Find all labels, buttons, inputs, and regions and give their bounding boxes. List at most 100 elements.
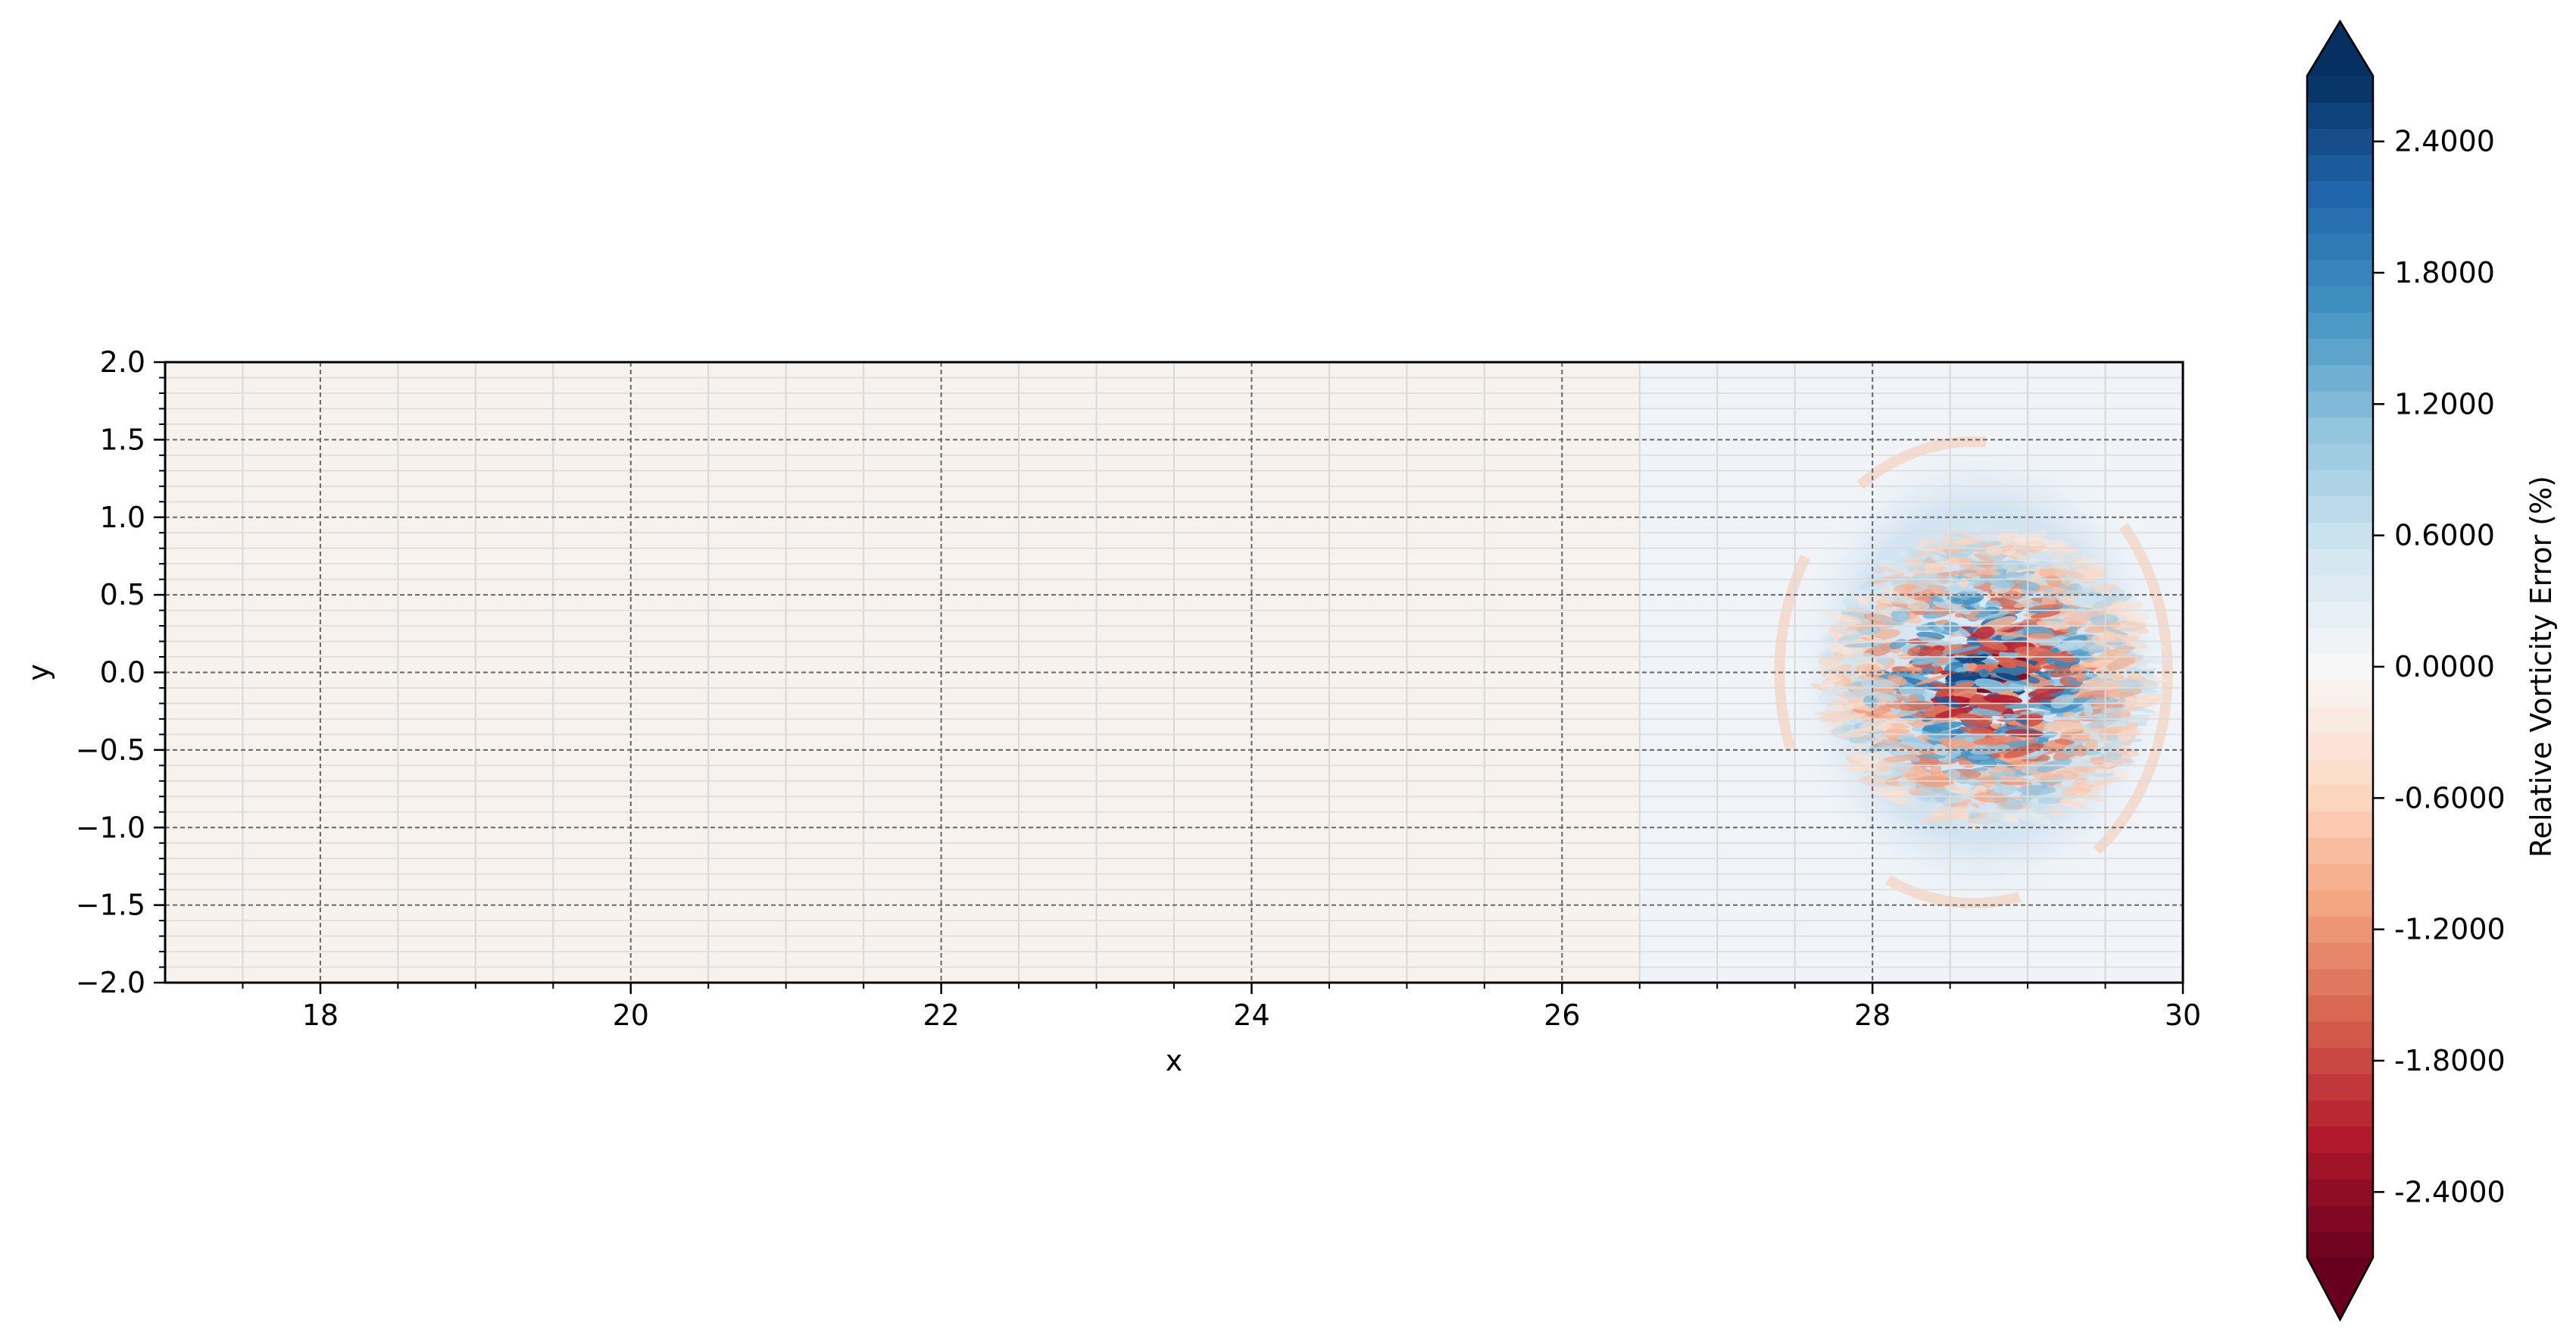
colorbar-band [2307, 495, 2373, 523]
error-streak [1889, 558, 1907, 571]
error-streak [1844, 642, 1886, 648]
error-streak [1890, 723, 1909, 729]
y-tick-label: 0.0 [100, 656, 145, 689]
error-streak [2031, 769, 2058, 782]
error-streak [2026, 677, 2041, 684]
error-streak [2131, 656, 2170, 664]
error-streak [1944, 791, 1978, 804]
colorbar-tick-label: -1.8000 [2394, 1044, 2506, 1077]
error-streak [2115, 746, 2140, 757]
error-streak [2059, 796, 2089, 808]
colorbar-extend-min [2307, 1258, 2373, 1320]
error-streak [1879, 714, 1905, 719]
error-streak [2057, 639, 2086, 652]
colorbar-outline [2306, 19, 2375, 1322]
colorbar-tick-label: 2.4000 [2394, 125, 2495, 158]
error-streak [1922, 785, 1954, 796]
error-streak [1956, 775, 1968, 784]
error-streak [1879, 746, 1890, 757]
colorbar-band [2307, 837, 2373, 864]
error-streak [1915, 674, 1950, 686]
error-streak [2131, 708, 2156, 714]
heatmap-plot-area [164, 361, 2184, 984]
error-streak [1968, 811, 1981, 819]
error-streak [1945, 671, 1983, 683]
error-streak [1983, 694, 2023, 705]
minor-grid [165, 362, 2183, 983]
y-tick-label: −1.5 [76, 889, 145, 922]
colorbar-band [2307, 417, 2373, 444]
error-streak [1937, 570, 1978, 576]
y-tick-label: −1.0 [76, 811, 145, 844]
colorbar-tick-label: -2.4000 [2394, 1175, 2506, 1208]
error-streak [1842, 598, 1861, 610]
error-streak [1965, 564, 2003, 579]
error-streak [2077, 689, 2114, 700]
error-streak [1956, 713, 1991, 727]
error-streak [2003, 563, 2019, 570]
error-streak [1845, 687, 1874, 699]
colorbar-band [2307, 233, 2373, 261]
colorbar-tick-label: -0.6000 [2394, 781, 2506, 814]
error-streak [1984, 733, 2024, 742]
colorbar-band [2307, 732, 2373, 759]
colorbar-band [2307, 549, 2373, 576]
error-streak [2108, 587, 2125, 595]
error-streak [1978, 813, 2000, 826]
error-streak [2003, 703, 2041, 709]
error-streak [2017, 580, 2041, 591]
x-tick-label: 28 [1854, 999, 1891, 1032]
error-streak [1837, 630, 1869, 643]
error-streak [1923, 724, 1943, 733]
error-streak [1934, 707, 1973, 718]
error-streak [1822, 694, 1833, 701]
error-streak [2014, 776, 2037, 784]
error-streak [1928, 542, 1967, 549]
error-streak [1907, 646, 1921, 657]
error-streak [1817, 670, 1838, 680]
error-streak [1917, 789, 1937, 801]
error-streak [2092, 772, 2115, 777]
error-streak [2045, 575, 2062, 587]
x-axis: 18 20 22 24 26 28 30 [242, 983, 2201, 1032]
error-streak [2122, 630, 2142, 636]
error-streak [2041, 595, 2056, 607]
error-streak [2111, 599, 2125, 608]
colorbar-band [2307, 155, 2373, 182]
error-streak [2014, 718, 2030, 724]
colorbar-band [2307, 889, 2373, 917]
error-streak [1935, 619, 1950, 624]
colorbar-band [2307, 338, 2373, 365]
error-streak [1997, 531, 2020, 544]
error-streak [1862, 679, 1895, 688]
error-streak [1897, 612, 1909, 621]
error-streak [1855, 663, 1881, 674]
colorbar-color-bands [2307, 21, 2373, 1320]
colorbar-band [2307, 443, 2373, 470]
colorbar-band [2307, 1205, 2373, 1232]
error-streak [1822, 651, 1836, 658]
error-streak [1845, 728, 1869, 738]
error-streak [2016, 785, 2056, 795]
error-streak [1819, 663, 1840, 670]
error-streak [2034, 685, 2055, 693]
error-streak [2064, 781, 2090, 792]
error-streak [1863, 697, 1878, 708]
colorbar-band [2307, 1179, 2373, 1206]
error-streak [2050, 652, 2077, 663]
error-streak [1956, 536, 1984, 545]
error-streak [1833, 627, 1860, 636]
error-streak [1882, 755, 1915, 763]
colorbar-band [2307, 286, 2373, 313]
colorbar-band [2307, 601, 2373, 628]
error-streak [2137, 679, 2159, 687]
colorbar-band [2307, 522, 2373, 549]
y-axis-label: y [22, 664, 55, 681]
colorbar-tick-label: -1.2000 [2394, 913, 2506, 946]
error-streak [1907, 557, 1924, 568]
error-streak [1956, 592, 1970, 600]
colorbar-band [2307, 1047, 2373, 1074]
error-streak [2050, 694, 2075, 709]
error-streak [1966, 663, 1978, 671]
colorbar-band [2307, 864, 2373, 891]
